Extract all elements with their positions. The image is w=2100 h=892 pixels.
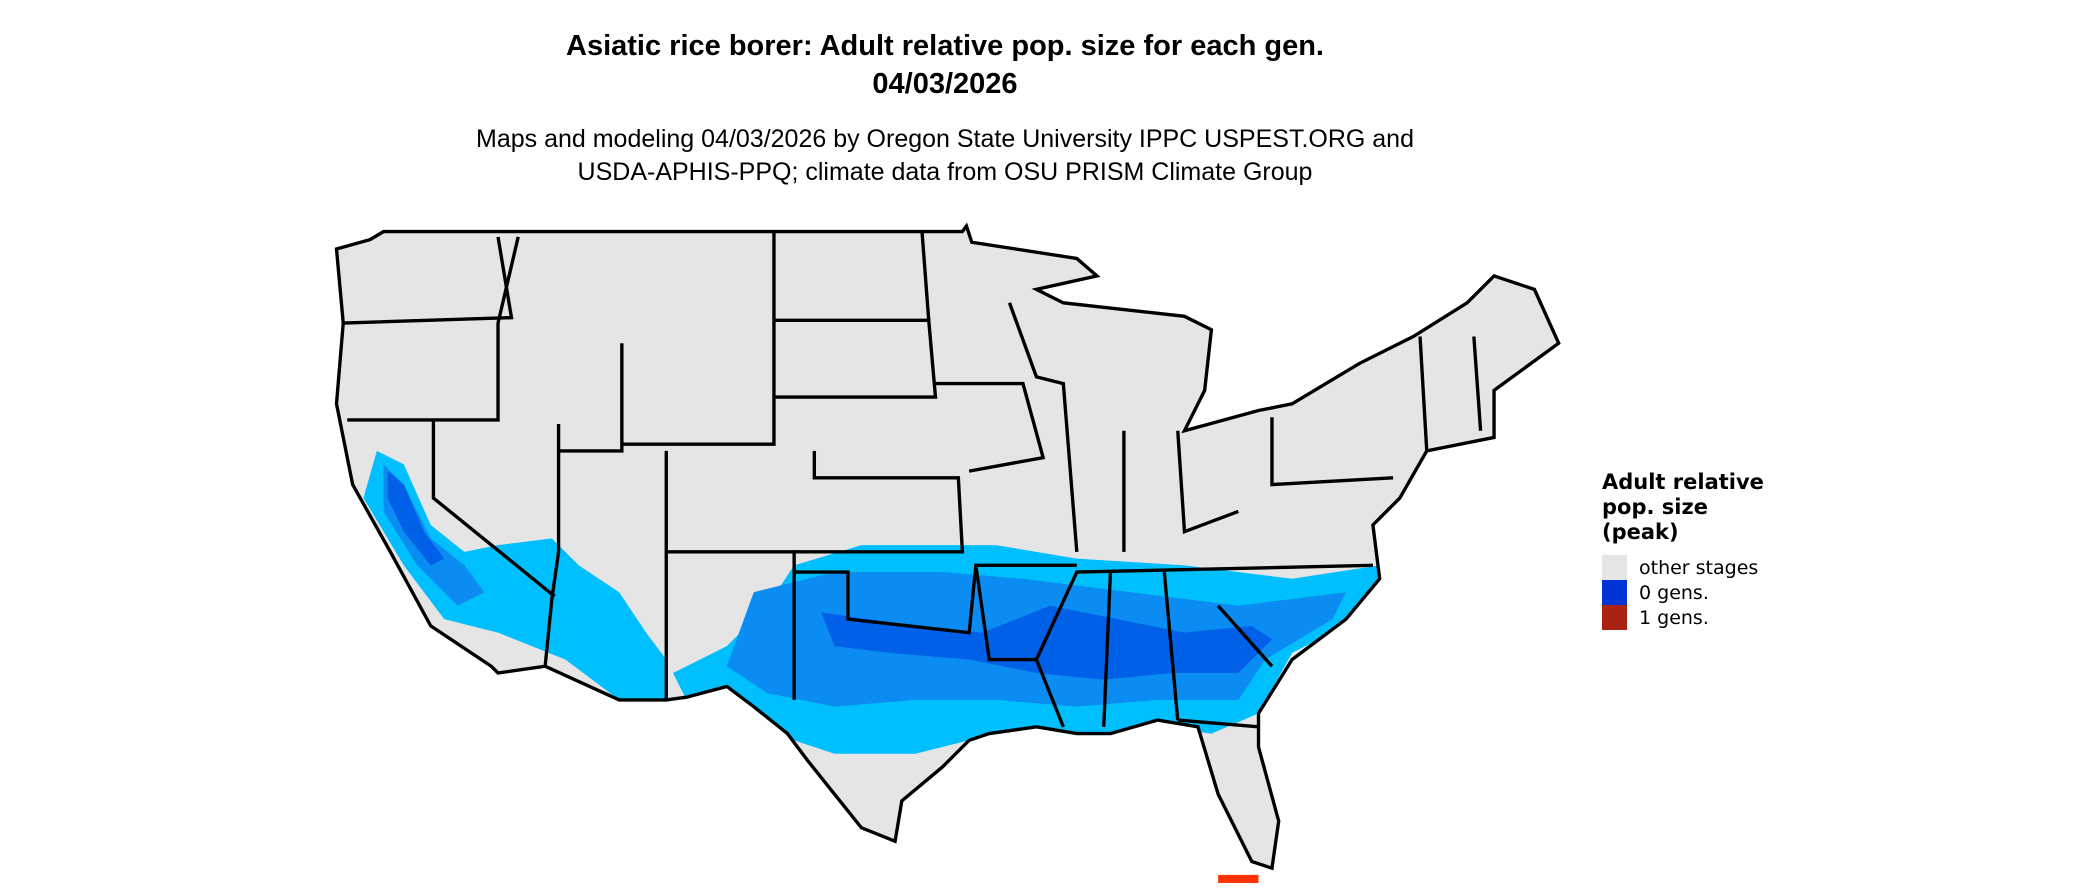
legend-label: other stages	[1639, 556, 1759, 579]
one-gen-keys	[1218, 874, 1259, 883]
map-title: Asiatic rice borer: Adult relative pop. …	[566, 30, 1324, 62]
legend-title-line: pop. size	[1602, 495, 1708, 519]
legend-title-line: (peak)	[1602, 520, 1679, 544]
zone-dark-south	[821, 605, 1272, 680]
legend-item-other-stages: other stages	[1602, 555, 1764, 580]
legend-title-line: Adult relative	[1602, 470, 1764, 494]
legend: Adult relative pop. size (peak) other st…	[1602, 470, 1764, 630]
legend-swatch	[1602, 555, 1627, 580]
state-borders	[334, 224, 1561, 870]
zone-dark-california	[387, 471, 445, 566]
zone-light-california	[363, 450, 667, 700]
legend-swatch	[1602, 580, 1627, 605]
legend-label: 0 gens.	[1639, 581, 1709, 604]
subtitle-line-1: Maps and modeling 04/03/2026 by Oregon S…	[476, 125, 1414, 153]
map-date: 04/03/2026	[872, 68, 1018, 100]
legend-item-0-gens: 0 gens.	[1602, 580, 1764, 605]
legend-title: Adult relative pop. size (peak)	[1602, 470, 1764, 545]
legend-item-1-gens: 1 gens.	[1602, 605, 1764, 630]
legend-label: 1 gens.	[1639, 606, 1709, 629]
subtitle-line-2: USDA-APHIS-PPQ; climate data from OSU PR…	[577, 158, 1313, 186]
legend-swatch	[1602, 605, 1627, 630]
